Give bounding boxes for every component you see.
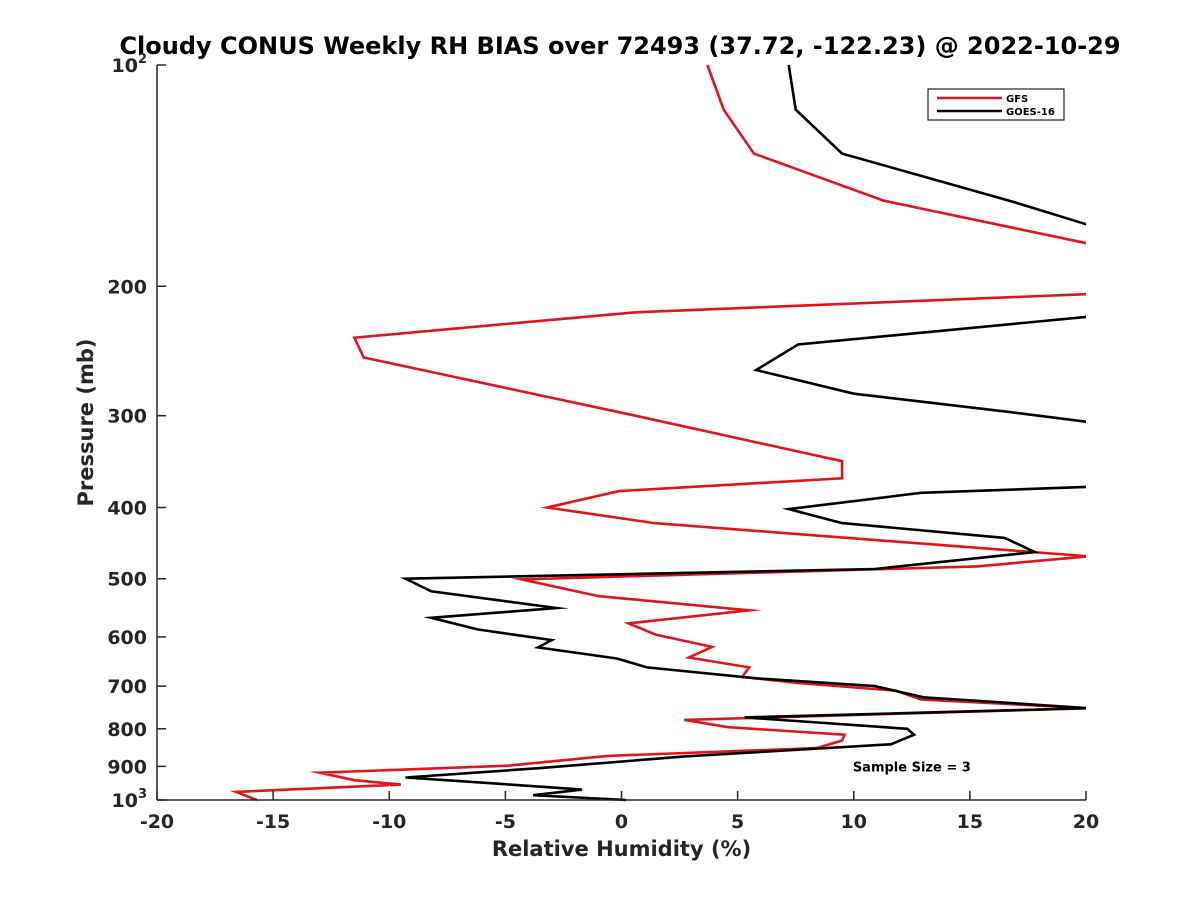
plot-area bbox=[157, 65, 1086, 800]
y-tick-label: 102 bbox=[112, 52, 148, 77]
annotations: Sample Size = 3 bbox=[853, 760, 971, 775]
x-tick-label: -20 bbox=[140, 811, 174, 833]
y-tick-label: 200 bbox=[107, 276, 147, 298]
series-line-goes-16 bbox=[400, 64, 1086, 802]
x-tick-label: 5 bbox=[731, 811, 744, 833]
x-axis-ticks: -20 -15 -10 -5 0 5 10 15 20 bbox=[140, 791, 1099, 833]
x-tick-label: 0 bbox=[615, 811, 628, 833]
legend-box bbox=[927, 88, 1065, 121]
x-tick-label: 10 bbox=[841, 811, 867, 833]
series-line-gfs bbox=[229, 64, 1086, 802]
chart-title: Cloudy CONUS Weekly RH BIAS over 72493 (… bbox=[119, 32, 1120, 60]
x-tick-label: -10 bbox=[372, 811, 406, 833]
y-tick-label: 700 bbox=[107, 676, 147, 698]
y-tick-label: 600 bbox=[107, 627, 147, 649]
y-tick-label: 800 bbox=[107, 719, 147, 741]
series-layer bbox=[229, 64, 1086, 802]
y-tick-label: 103 bbox=[112, 787, 148, 812]
y-tick-label: 900 bbox=[107, 756, 147, 778]
x-tick-label: -5 bbox=[495, 811, 516, 833]
x-tick-label: 15 bbox=[957, 811, 983, 833]
legend: GFS GOES-16 bbox=[927, 88, 1065, 121]
sample-size-annotation: Sample Size = 3 bbox=[853, 760, 971, 775]
y-tick-label: 300 bbox=[107, 406, 147, 428]
y-tick-label: 500 bbox=[107, 569, 147, 591]
y-axis-label: Pressure (mb) bbox=[74, 339, 98, 507]
y-axis-ticks: 102 200 300 400 500 600 700 800 900 103 bbox=[107, 52, 166, 812]
x-tick-label: 20 bbox=[1073, 811, 1099, 833]
y-tick-label: 400 bbox=[107, 498, 147, 520]
legend-label-gfs: GFS bbox=[1006, 94, 1028, 105]
x-axis-label: Relative Humidity (%) bbox=[492, 837, 751, 861]
legend-label-goes-16: GOES-16 bbox=[1006, 107, 1055, 118]
x-tick-label: -15 bbox=[256, 811, 290, 833]
